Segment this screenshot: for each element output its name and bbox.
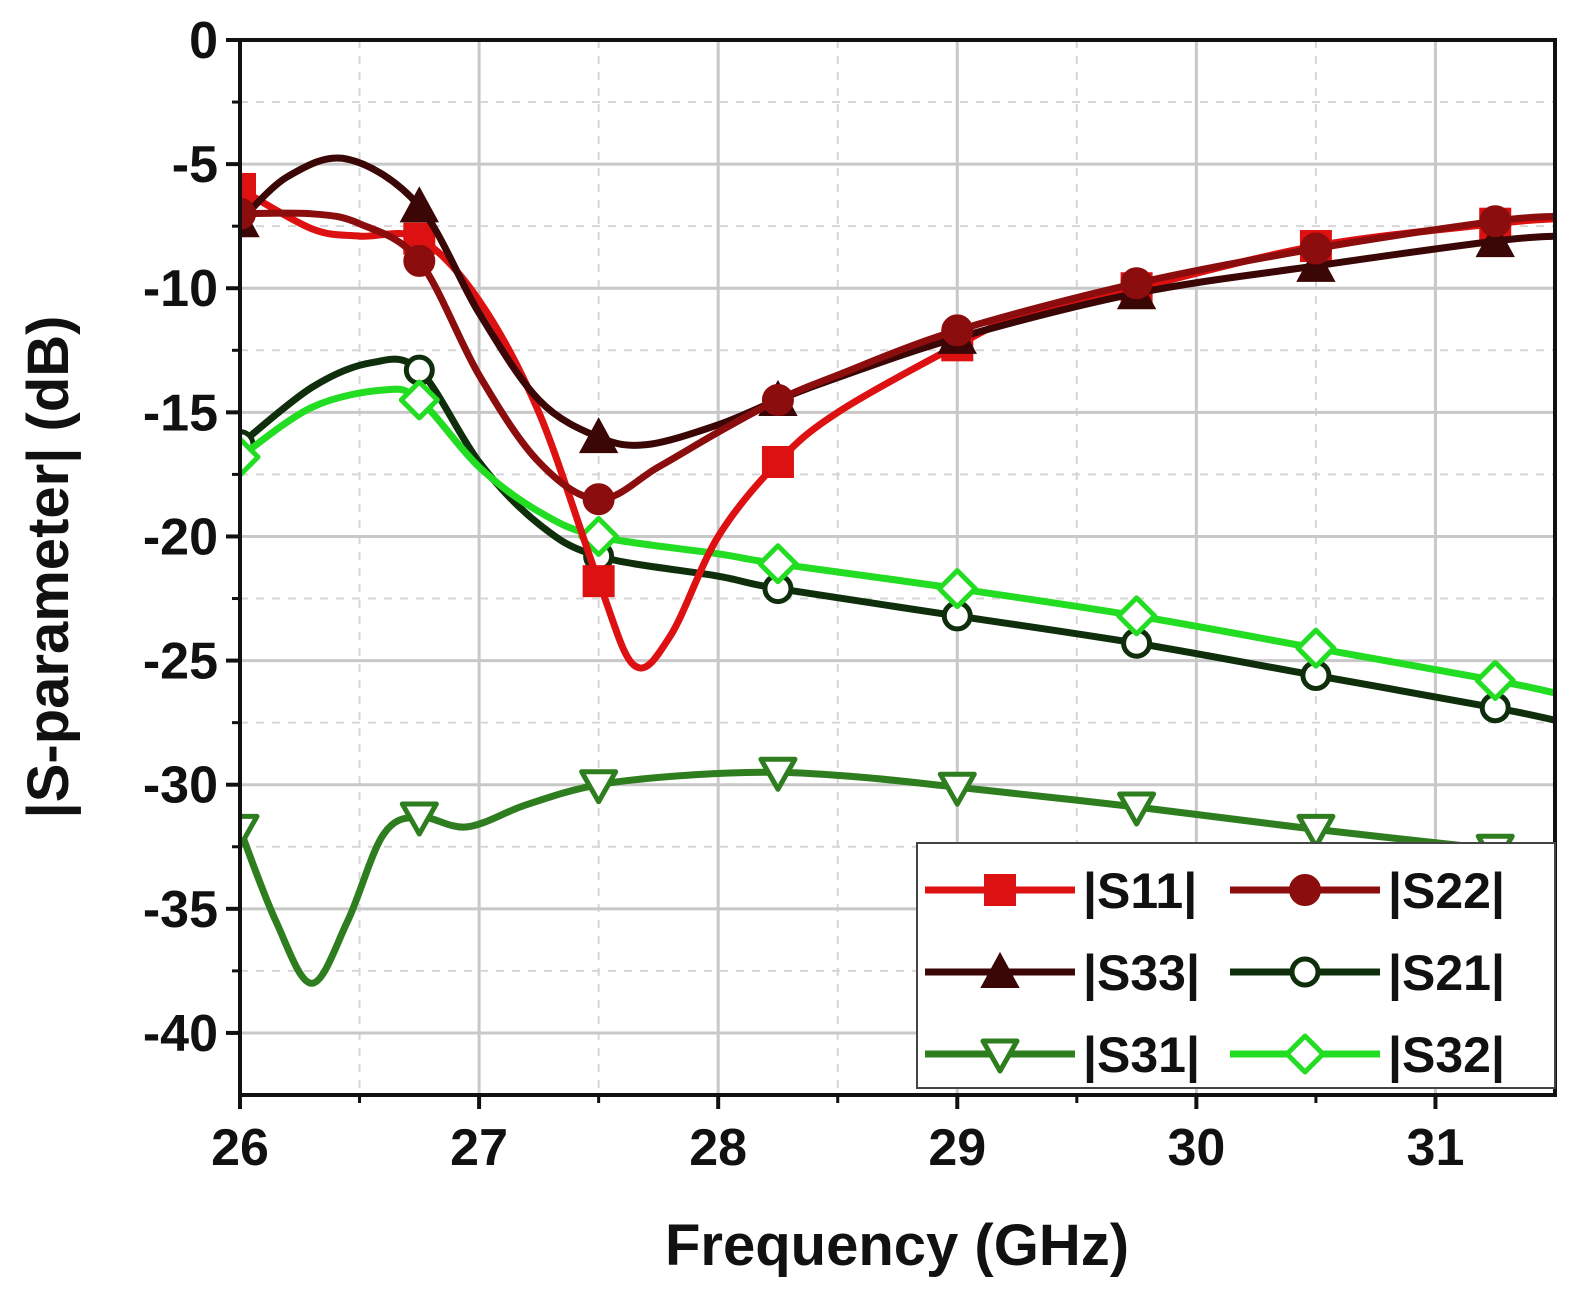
legend: |S11| |S22| |S33| |S21| |S31| |S32| xyxy=(916,842,1556,1089)
legend-marker-s22 xyxy=(1289,874,1321,906)
data-point-s22 xyxy=(582,483,615,516)
data-point-s33 xyxy=(578,417,619,454)
data-point-s32 xyxy=(240,436,261,478)
x-tick-label: 27 xyxy=(450,1119,508,1177)
series-s21 xyxy=(240,354,1555,724)
data-point-s22 xyxy=(403,244,436,277)
data-point-s33 xyxy=(399,186,440,223)
x-tick-label: 30 xyxy=(1167,1119,1225,1177)
legend-marker-s33 xyxy=(980,951,1020,988)
data-point-s32 xyxy=(757,543,799,585)
data-point-s32 xyxy=(1474,659,1516,701)
y-tick-label: -35 xyxy=(143,881,218,939)
data-point-s22 xyxy=(941,314,974,347)
data-point-s31 xyxy=(240,813,260,849)
legend-label-s31: |S31| xyxy=(1083,1027,1200,1084)
legend-item-s21: |S21| xyxy=(1230,945,1505,1002)
y-tick-label: -10 xyxy=(143,260,218,318)
y-tick-label: -40 xyxy=(143,1005,218,1063)
y-tick-label: 0 xyxy=(189,12,218,70)
data-point-s31 xyxy=(1296,813,1336,849)
legend-label-s32: |S32| xyxy=(1388,1027,1505,1084)
y-axis-title: |S-parameter| (dB) xyxy=(16,316,81,819)
legend-item-s33: |S33| xyxy=(925,945,1200,1002)
x-tick-label: 29 xyxy=(928,1119,986,1177)
legend-label-s11: |S11| xyxy=(1083,863,1197,920)
series-line-s31 xyxy=(240,768,1555,987)
y-tick-label: -5 xyxy=(172,136,218,194)
data-point-s21 xyxy=(403,354,435,386)
series-s31 xyxy=(240,756,1555,987)
legend-label-s22: |S22| xyxy=(1388,863,1505,920)
series-layer xyxy=(240,154,1555,987)
data-point-s31 xyxy=(579,769,619,805)
data-point-s31 xyxy=(758,756,798,792)
data-point-s31 xyxy=(937,771,977,807)
x-axis-title: Frequency (GHz) xyxy=(665,1213,1129,1278)
data-point-s32 xyxy=(398,379,440,421)
legend-marker-s32 xyxy=(1284,1033,1326,1075)
data-point-s22 xyxy=(1299,232,1332,265)
data-point-s11 xyxy=(240,172,256,205)
data-point-s32 xyxy=(1295,627,1337,669)
x-tick-label: 28 xyxy=(689,1119,747,1177)
data-point-s31 xyxy=(399,801,439,837)
y-tick-label: -15 xyxy=(143,384,218,442)
data-point-s22 xyxy=(1479,205,1512,238)
data-point-s32 xyxy=(936,568,978,610)
legend-label-s21: |S21| xyxy=(1388,945,1505,1002)
data-point-s33 xyxy=(1475,220,1515,258)
data-point-s22 xyxy=(1120,267,1153,300)
legend-marker-s21 xyxy=(1289,956,1321,988)
x-tick-label: 26 xyxy=(211,1119,269,1177)
series-line-s32 xyxy=(240,385,1555,697)
legend-marker-s11 xyxy=(984,874,1016,906)
legend-box xyxy=(916,842,1556,1089)
ticks xyxy=(226,38,1438,1109)
y-tick-label: -20 xyxy=(143,508,218,566)
tick-labels: 26 27 28 29 30 31 0 -5 -10 -15 -20 -25 -30 -35 -40 xyxy=(143,12,1465,1177)
data-point-s31 xyxy=(1117,791,1157,827)
data-point-s22 xyxy=(240,197,256,230)
data-point-s32 xyxy=(1116,595,1158,637)
data-point-s11 xyxy=(582,565,615,598)
x-tick-label: 31 xyxy=(1407,1119,1465,1177)
legend-item-s31: |S31| xyxy=(925,1027,1200,1084)
series-line-s33 xyxy=(240,154,1555,449)
plot-frame xyxy=(238,38,1557,1097)
legend-item-s11: |S11| xyxy=(925,863,1197,920)
y-tick-label: -30 xyxy=(143,757,218,815)
series-s22 xyxy=(240,197,1555,516)
legend-label-s33: |S33| xyxy=(1083,945,1200,1002)
data-point-s22 xyxy=(761,383,794,416)
legend-item-s32: |S32| xyxy=(1230,1027,1505,1084)
series-s32 xyxy=(240,379,1555,701)
y-tick-label: -25 xyxy=(143,633,218,691)
legend-item-s22: |S22| xyxy=(1230,863,1505,920)
legend-marker-s31 xyxy=(980,1038,1020,1074)
data-point-s11 xyxy=(761,446,794,478)
